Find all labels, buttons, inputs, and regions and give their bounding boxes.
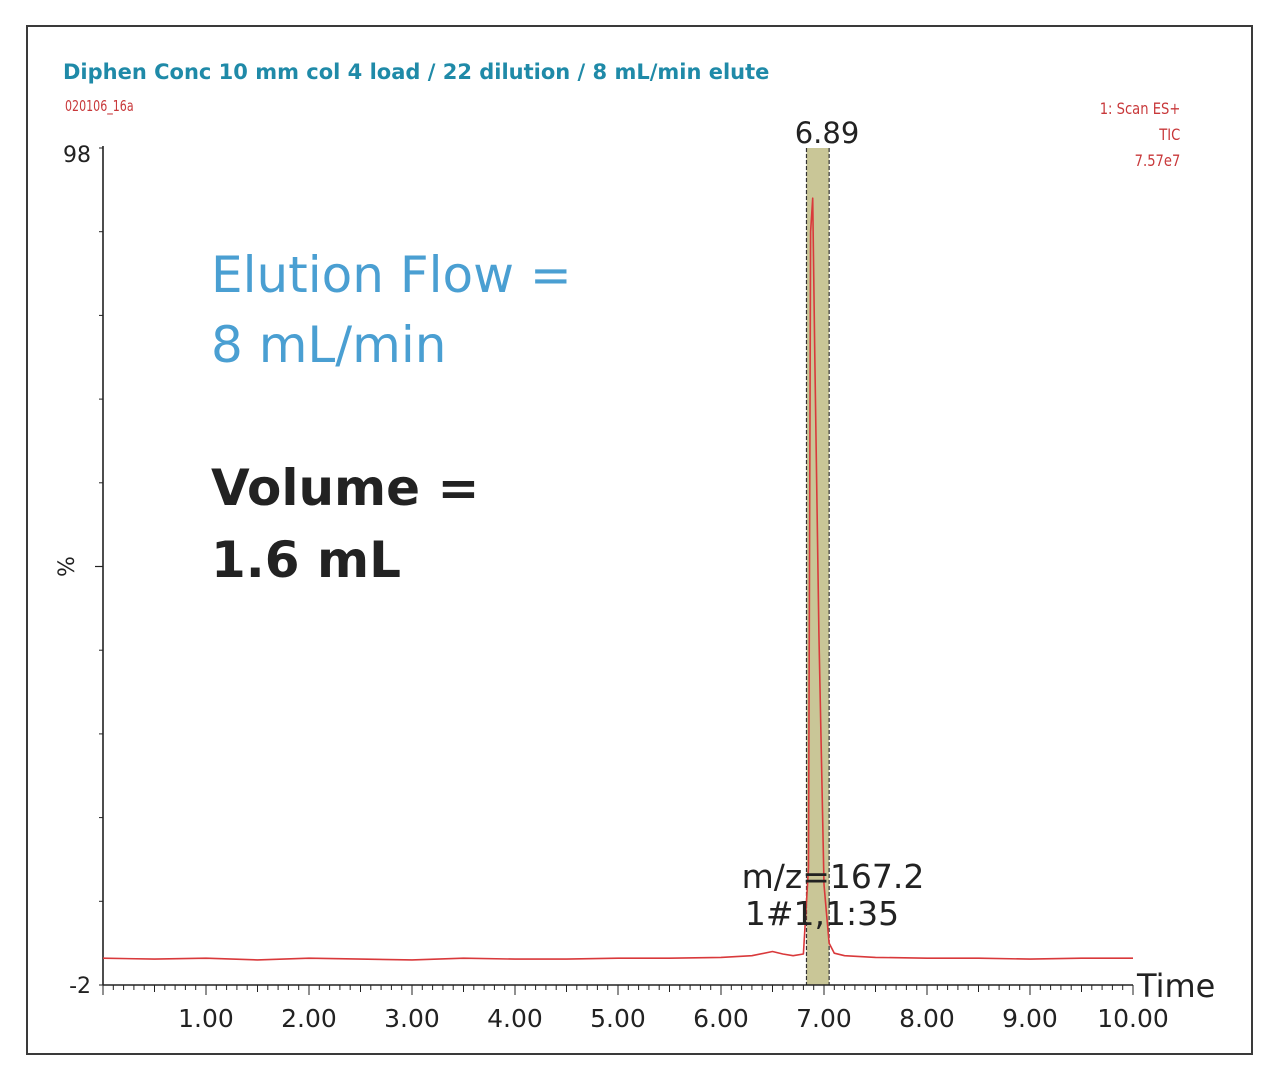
x-tick-label: 10.00 <box>1097 1004 1169 1033</box>
tic-series-line <box>102 197 1133 961</box>
x-tick-label: 2.00 <box>281 1004 337 1033</box>
volume-line1: Volume = <box>211 459 480 517</box>
volume-annotation: Volume = 1.6 mL <box>211 452 479 596</box>
y-axis-label: % <box>55 556 80 577</box>
x-tick-label: 4.00 <box>487 1004 543 1033</box>
chart-subtitle: 020106_16a <box>65 97 134 115</box>
x-axis-label: Time <box>1136 967 1215 1005</box>
elution-flow-line2: 8 mL/min <box>211 316 447 374</box>
chart-frame <box>26 25 1253 1055</box>
mz-label: m/z=167.2 <box>742 857 925 896</box>
x-tick-label: 5.00 <box>590 1004 646 1033</box>
x-tick-label: 9.00 <box>1002 1004 1058 1033</box>
x-tick-label: 8.00 <box>899 1004 955 1033</box>
elution-flow-line1: Elution Flow = <box>211 246 572 304</box>
elution-flow-annotation: Elution Flow = 8 mL/min <box>211 240 572 380</box>
scan-type: TIC <box>1158 125 1180 144</box>
scan-intensity: 7.57e7 <box>1134 151 1180 170</box>
x-tick-label: 1.00 <box>178 1004 234 1033</box>
chart-title: Diphen Conc 10 mm col 4 load / 22 diluti… <box>63 60 770 84</box>
x-tick-label: 6.00 <box>693 1004 749 1033</box>
scan-label: 1#1,1:35 <box>745 894 899 933</box>
y-tick-label-min: -2 <box>69 974 91 999</box>
peak-time-label: 6.89 <box>795 116 860 150</box>
scan-info: 1: Scan ES+ TIC 7.57e7 <box>1099 96 1180 174</box>
x-tick-label: 7.00 <box>796 1004 852 1033</box>
x-tick-label: 3.00 <box>384 1004 440 1033</box>
y-tick-label-max: 98 <box>63 143 91 168</box>
volume-line2: 1.6 mL <box>211 531 401 589</box>
scan-mode: 1: Scan ES+ <box>1099 99 1180 118</box>
